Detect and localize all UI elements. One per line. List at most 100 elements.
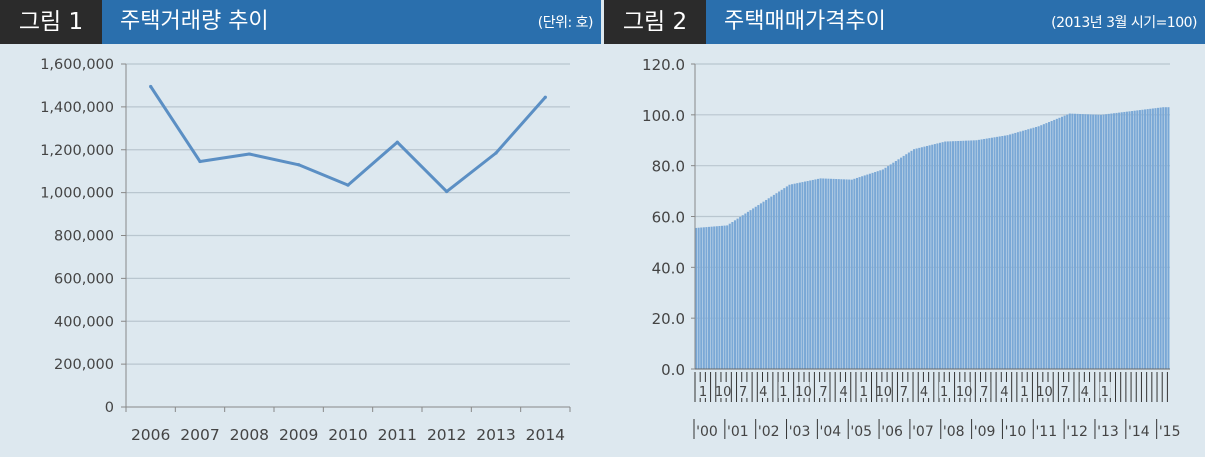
bar	[1014, 132, 1017, 369]
label-backdrop	[1079, 382, 1091, 398]
bar	[796, 183, 799, 369]
bar	[944, 141, 947, 369]
bar	[1029, 128, 1032, 369]
bar	[1050, 120, 1053, 369]
bar	[822, 178, 825, 369]
bar	[1022, 130, 1025, 369]
bar	[850, 179, 853, 369]
x-tick-label: 2014	[526, 426, 565, 444]
bar	[713, 226, 716, 369]
bar	[1159, 107, 1162, 369]
bar	[845, 179, 848, 369]
y-tick-label: 800,000	[54, 229, 114, 245]
bar	[871, 172, 874, 369]
bar	[1136, 110, 1139, 369]
data-point	[297, 163, 301, 167]
bar	[1003, 135, 1006, 369]
bar	[913, 149, 916, 369]
bar	[840, 179, 843, 369]
bar	[1073, 113, 1077, 370]
year-label: '04	[820, 424, 842, 440]
x-tick-label: 10	[956, 385, 973, 400]
bar	[1107, 113, 1110, 369]
y-tick-label: 600,000	[54, 271, 114, 287]
bar	[1042, 124, 1045, 370]
x-tick-label: 1	[940, 385, 948, 400]
chart-panel-1: 그림 1 주택거래량 추이 (단위: 호) 0 200,000 400,000 600…	[0, 0, 601, 457]
bar	[798, 182, 801, 369]
year-label: '03	[789, 424, 811, 440]
bar	[1063, 115, 1066, 370]
line-chart: 0 200,000 400,000 600,000 800,000 1,000,000 1,…	[40, 57, 571, 444]
bar	[728, 223, 731, 369]
bar	[1164, 107, 1167, 370]
bar	[1094, 114, 1097, 370]
bar	[749, 210, 752, 369]
bar	[741, 215, 744, 369]
bar	[757, 205, 760, 369]
y-tick-label: 80.0	[652, 158, 685, 176]
y-tick-label: 400,000	[54, 314, 114, 330]
bar	[933, 144, 936, 369]
bar	[785, 186, 788, 369]
bar	[1141, 109, 1144, 369]
bar	[905, 154, 908, 369]
label-backdrop	[898, 382, 910, 398]
x-tick-label: 10	[715, 385, 732, 400]
year-label: '07	[912, 424, 934, 440]
year-label: '13	[1097, 424, 1119, 440]
chart-panel-2: 그림 2 주택매매가격추이 (2013년 3월 시기=100) 0.0 20.0 4…	[604, 0, 1205, 457]
x-tick-label: 4	[759, 385, 767, 400]
chart-header-2: 그림 2 주택매매가격추이 (2013년 3월 시기=100)	[604, 0, 1205, 44]
y-tick-label: 1,400,000	[40, 100, 114, 116]
label-backdrop	[1059, 382, 1071, 398]
label-backdrop	[758, 382, 770, 398]
bar	[1105, 114, 1108, 369]
bar	[855, 177, 859, 369]
bar	[772, 194, 775, 369]
bar	[1055, 118, 1058, 369]
bar	[819, 178, 822, 370]
x-tick-label: 10	[795, 385, 812, 400]
year-label: '06	[881, 424, 903, 440]
y-tick-label: 40.0	[652, 259, 685, 277]
bar	[910, 150, 913, 369]
bar	[1071, 113, 1074, 369]
bar	[1144, 109, 1147, 370]
bar	[695, 227, 698, 369]
bar	[723, 225, 726, 369]
x-tick-label: 7	[1060, 385, 1068, 400]
bar	[770, 196, 773, 369]
bar	[1060, 116, 1064, 370]
bar	[1123, 111, 1126, 369]
bar	[715, 226, 718, 369]
bar	[1151, 108, 1154, 369]
x-tick-label: 1	[1020, 385, 1028, 400]
bar	[1086, 114, 1090, 369]
bar	[759, 203, 762, 369]
bar	[1058, 117, 1061, 369]
bar	[985, 138, 988, 369]
figure-tag-1: 그림 1	[0, 0, 102, 44]
bar	[739, 216, 742, 369]
bar	[887, 166, 890, 369]
data-point	[494, 151, 498, 155]
bar	[957, 140, 960, 369]
y-tick-label: 1,600,000	[40, 57, 114, 73]
bar	[980, 139, 983, 369]
bar	[876, 171, 879, 369]
year-label: '15	[1159, 424, 1181, 440]
bar	[1167, 107, 1170, 370]
bar	[1024, 129, 1027, 369]
bar	[705, 227, 708, 369]
label-backdrop	[698, 382, 709, 398]
year-label: '14	[1128, 424, 1150, 440]
year-label: '09	[974, 424, 996, 440]
label-backdrop	[1039, 382, 1051, 398]
bar	[975, 140, 978, 369]
y-tick-label: 0	[105, 400, 114, 416]
x-tick-label: 4	[839, 385, 847, 400]
x-tick-label: 1	[1101, 385, 1109, 400]
x-tick-label: 1	[699, 385, 707, 400]
